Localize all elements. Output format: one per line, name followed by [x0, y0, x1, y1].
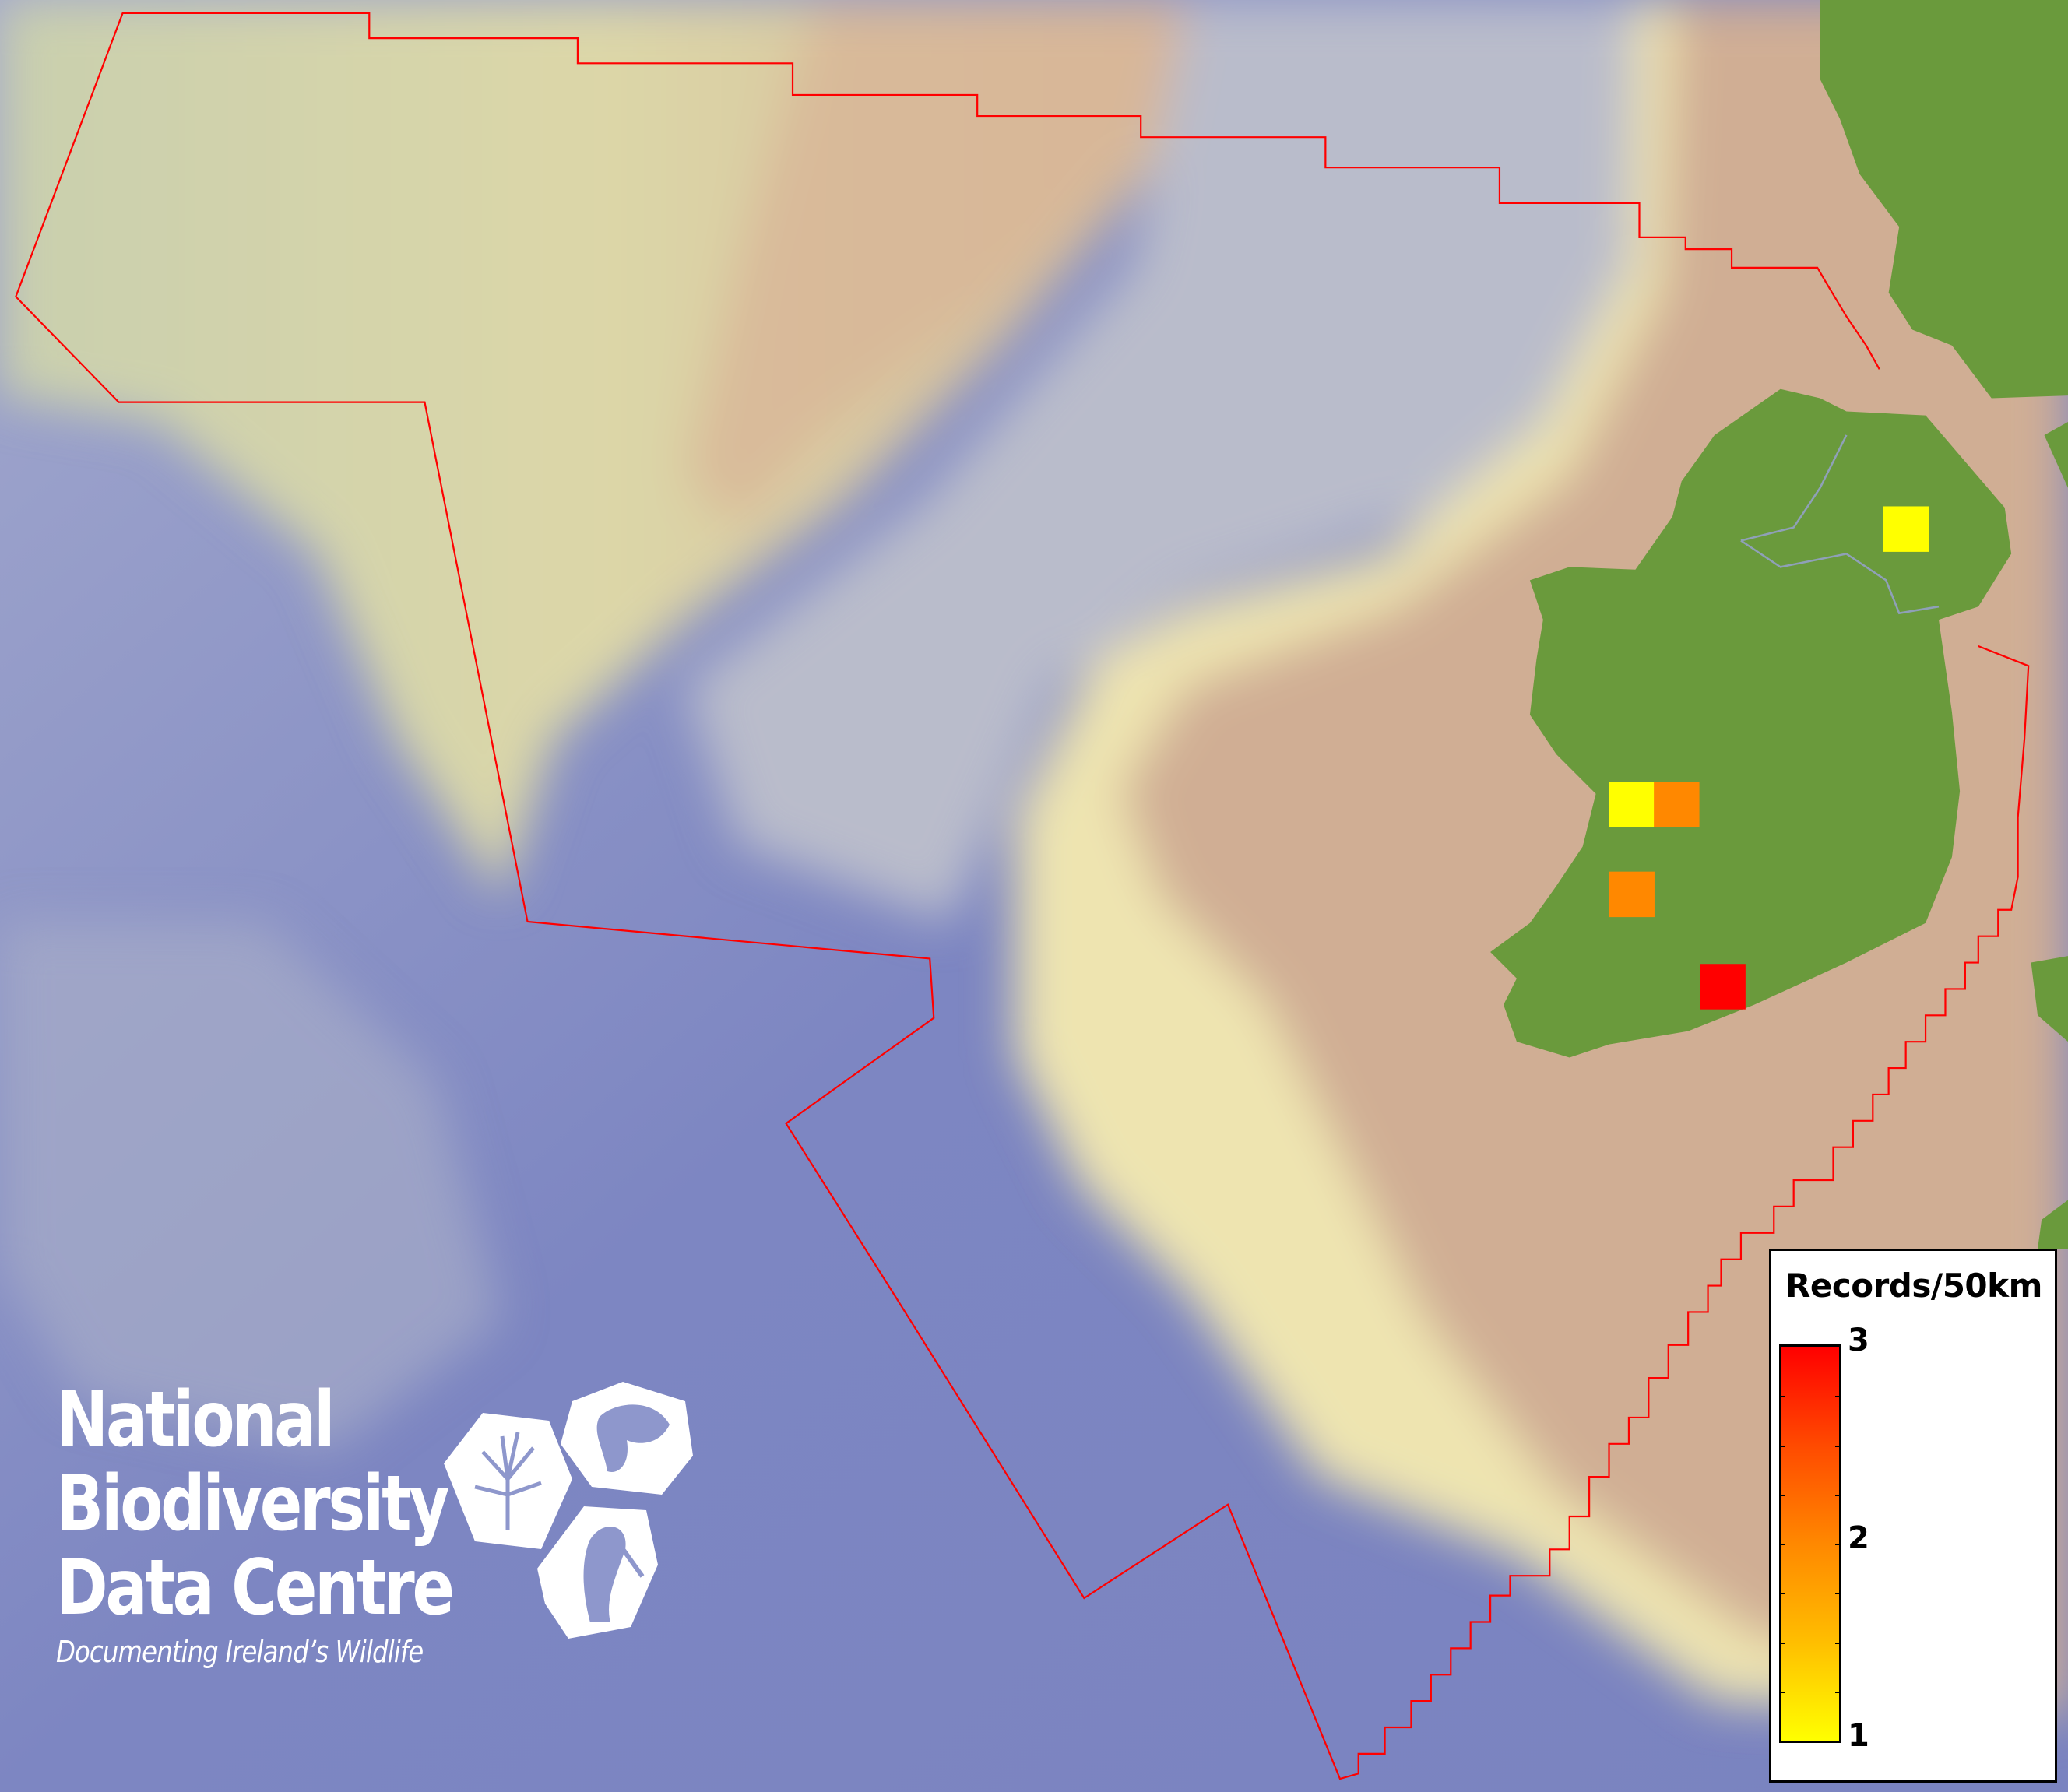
- record-cells: [1609, 506, 1929, 1010]
- eez-boundary: [15, 12, 2030, 1780]
- border-line: [1740, 434, 1940, 615]
- record-cell-southwest[interactable]: [1609, 871, 1655, 918]
- logo-tagline: Documenting Ireland’s Wildlife: [56, 1635, 424, 1669]
- record-cell-west-2[interactable]: [1654, 782, 1700, 827]
- color-bar-mid-label: 2: [1848, 1520, 1869, 1556]
- legend-title: Records/50km: [1785, 1267, 2042, 1305]
- logo-line-2: Biodiversity: [56, 1460, 450, 1548]
- color-bar: [1779, 1344, 1841, 1743]
- record-cell-west-1[interactable]: [1609, 782, 1655, 827]
- record-cell-north[interactable]: [1883, 506, 1929, 552]
- logo-line-1: National: [56, 1376, 336, 1464]
- color-bar-min-label: 1: [1848, 1718, 1869, 1754]
- logo-line-3: Data Centre: [56, 1544, 455, 1632]
- color-bar-max-label: 3: [1848, 1323, 1869, 1358]
- legend: Records/50km 3 2 1: [1769, 1249, 2057, 1783]
- scotland: [1820, 0, 2068, 399]
- record-cell-south[interactable]: [1700, 964, 1746, 1010]
- nbdc-logo: National Biodiversity Data Centre Docume…: [56, 1378, 539, 1669]
- logo-mark: [436, 1370, 709, 1643]
